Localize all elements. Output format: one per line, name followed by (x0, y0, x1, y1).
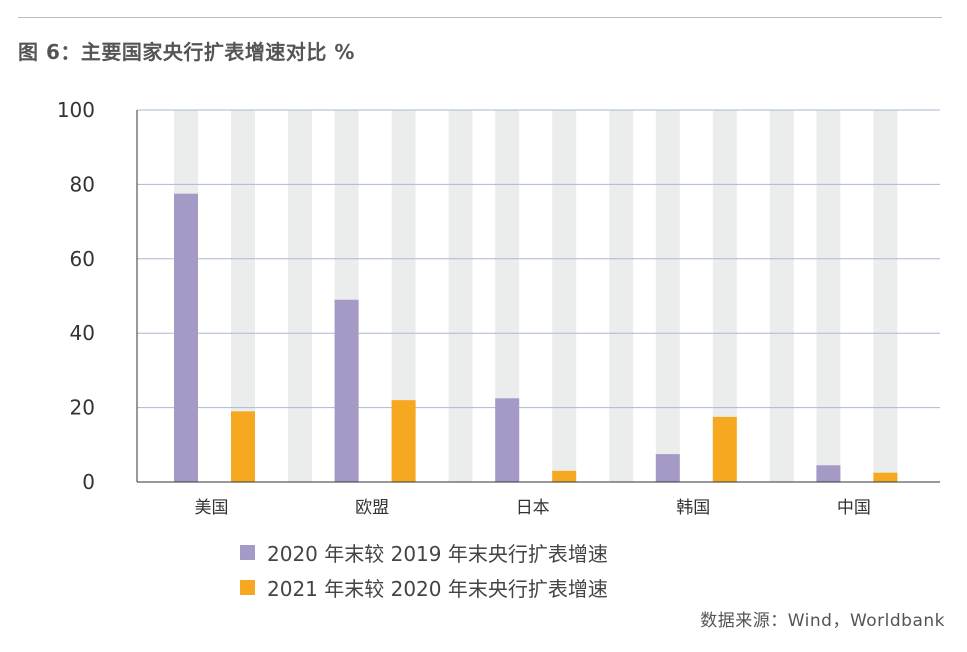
background-column (288, 110, 312, 482)
y-tick-label: 0 (82, 470, 95, 494)
x-tick-label: 日本 (516, 498, 550, 518)
bar-series-1 (816, 465, 841, 482)
chart-title: 图 6：主要国家央行扩表增速对比 % (18, 40, 355, 64)
y-tick-label: 80 (70, 172, 95, 196)
top-rule (18, 17, 942, 18)
bar-series-2 (552, 470, 577, 482)
y-tick-labels: 0 20 40 60 80 100 (57, 98, 95, 494)
legend-item-series-2: 2021 年末较 2020 年末央行扩表增速 (240, 573, 608, 602)
y-tick-label: 100 (57, 98, 95, 122)
x-tick-label: 中国 (837, 498, 871, 518)
background-column (448, 110, 473, 482)
background-column (769, 110, 794, 482)
background-column (655, 110, 680, 482)
bar-series-2 (231, 411, 255, 482)
y-tick-label: 40 (70, 321, 95, 345)
bar-series-2 (712, 416, 737, 482)
x-tick-labels: 美国 欧盟 日本 韩国 中国 (195, 498, 871, 518)
background-column (552, 110, 577, 482)
legend-label-series-1: 2020 年末较 2019 年末央行扩表增速 (267, 542, 608, 566)
x-tick-label: 韩国 (676, 498, 710, 518)
background-column (609, 110, 634, 482)
legend-swatch-series-1 (240, 545, 255, 560)
source-note: 数据来源：Wind，Worldbank (700, 611, 945, 631)
x-tick-label: 美国 (195, 498, 229, 518)
y-tick-label: 20 (70, 396, 95, 420)
legend-item-series-1: 2020 年末较 2019 年末央行扩表增速 (240, 538, 608, 567)
bar-series-1 (334, 299, 359, 482)
bar-series-2 (391, 400, 416, 482)
x-tick-label: 欧盟 (355, 498, 389, 518)
bar-series-1 (655, 454, 680, 482)
bar-series-1 (174, 193, 198, 482)
bar-chart: 0 20 40 60 80 100 美国 欧盟 日本 韩国 中国 (57, 98, 940, 518)
gridlines (137, 109, 940, 409)
y-tick-label: 60 (70, 247, 95, 271)
legend-swatch-series-2 (240, 580, 255, 595)
bar-series-2 (873, 472, 898, 482)
legend-label-series-2: 2021 年末较 2020 年末央行扩表增速 (267, 577, 608, 601)
background-column (816, 110, 841, 482)
axes (136, 110, 940, 483)
background-columns (174, 110, 898, 482)
background-column (873, 110, 898, 482)
bar-series-1 (495, 398, 520, 482)
bars (174, 193, 898, 482)
